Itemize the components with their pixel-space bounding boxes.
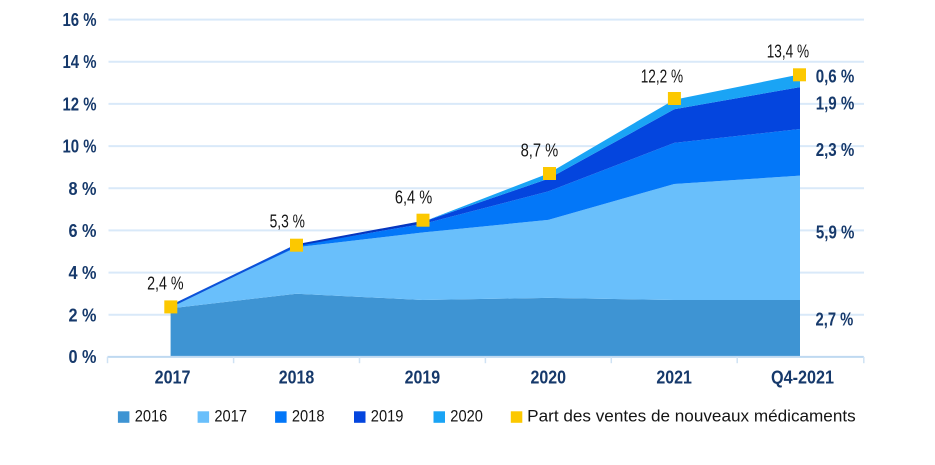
svg-text:2020: 2020 [531, 367, 567, 388]
svg-text:14 %: 14 % [63, 51, 97, 72]
svg-text:Part des ventes de nouveaux mé: Part des ventes de nouveaux médicaments [527, 407, 856, 425]
svg-text:8 %: 8 % [69, 178, 97, 199]
svg-text:0,6 %: 0,6 % [816, 65, 855, 86]
svg-text:10 %: 10 % [63, 136, 97, 157]
svg-text:1,9 %: 1,9 % [816, 93, 855, 114]
svg-text:2,3 %: 2,3 % [816, 139, 855, 160]
svg-text:2016: 2016 [135, 407, 168, 425]
svg-text:2021: 2021 [656, 367, 692, 388]
svg-text:2 %: 2 % [69, 304, 97, 325]
svg-text:2017: 2017 [214, 407, 247, 425]
svg-text:2019: 2019 [371, 407, 404, 425]
svg-text:16 %: 16 % [63, 9, 97, 30]
svg-text:13,4 %: 13,4 % [767, 40, 809, 61]
svg-text:2018: 2018 [292, 407, 325, 425]
svg-text:8,7 %: 8,7 % [521, 139, 559, 160]
svg-text:12 %: 12 % [63, 93, 97, 114]
svg-text:2,4 %: 2,4 % [147, 272, 184, 293]
svg-text:2020: 2020 [450, 407, 483, 425]
svg-text:5,9 %: 5,9 % [816, 221, 855, 242]
svg-text:4 %: 4 % [69, 262, 97, 283]
svg-text:2,7 %: 2,7 % [816, 309, 854, 330]
svg-text:6 %: 6 % [69, 220, 97, 241]
svg-text:0 %: 0 % [69, 346, 97, 367]
svg-text:6,4 %: 6,4 % [395, 187, 432, 208]
svg-text:2018: 2018 [279, 367, 315, 388]
svg-text:2017: 2017 [155, 367, 191, 388]
svg-text:12,2 %: 12,2 % [641, 66, 683, 87]
svg-text:2019: 2019 [405, 367, 441, 388]
svg-text:Q4-2021: Q4-2021 [771, 367, 834, 388]
svg-text:5,3 %: 5,3 % [270, 211, 305, 232]
